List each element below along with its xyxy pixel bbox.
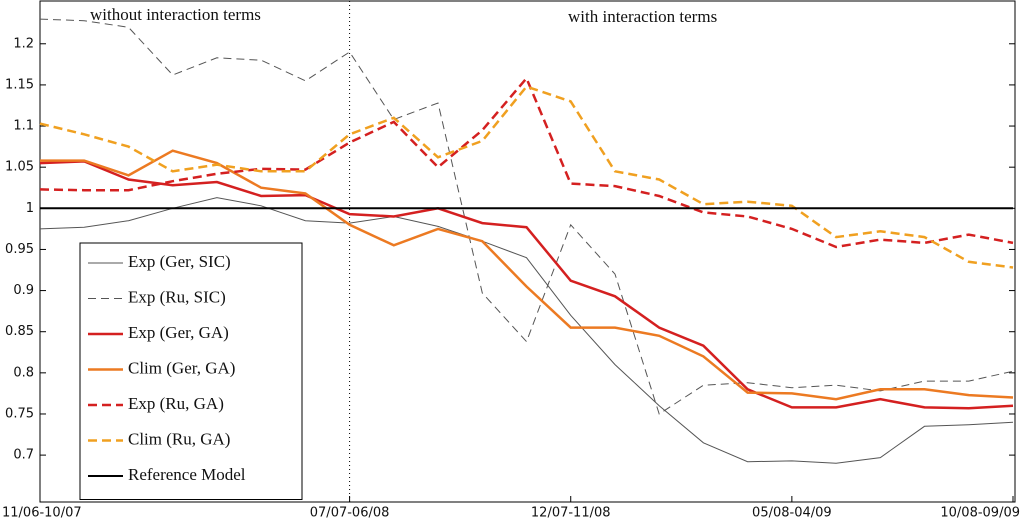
series-line <box>39 85 1014 269</box>
y-tick-label: 0.7 <box>13 448 34 463</box>
legend-label: Exp (Ger, GA) <box>128 323 229 342</box>
legend-label: Reference Model <box>128 465 246 484</box>
legend-box <box>79 242 303 500</box>
legend-label: Clim (Ru, GA) <box>128 429 230 448</box>
y-tick-label: 1.15 <box>5 77 34 92</box>
annotation: without interaction terms <box>90 5 261 24</box>
y-tick-label: 0.8 <box>13 365 34 380</box>
x-tick-label: 12/07-11/08 <box>531 506 611 521</box>
y-tick-label: 0.9 <box>13 283 34 298</box>
series-line <box>40 149 1014 401</box>
legend-label: Exp (Ger, SIC) <box>128 252 231 271</box>
y-tick-label: 0.85 <box>5 324 34 339</box>
y-tick-label: 1.2 <box>13 36 34 51</box>
y-tick-label: 0.95 <box>5 242 34 257</box>
series-line <box>39 160 1014 410</box>
x-tick-label: 11/06-10/07 <box>2 506 82 521</box>
series-line <box>39 197 1014 464</box>
y-tick-label: 1.1 <box>13 119 34 134</box>
x-tick-label: 05/08-04/09 <box>752 506 832 521</box>
y-tick-label: 0.75 <box>5 406 34 421</box>
legend-label: Exp (Ru, GA) <box>128 394 224 413</box>
legend-label: Clim (Ger, GA) <box>128 358 235 377</box>
x-tick-label: 07/07-06/08 <box>310 506 390 521</box>
y-tick-label: 1 <box>26 201 34 216</box>
plot-frame <box>39 0 1016 503</box>
y-tick-label: 1.05 <box>5 160 34 175</box>
x-tick-label: 10/08-09/09 <box>940 506 1020 521</box>
annotation: with interaction terms <box>568 7 717 26</box>
legend-label: Exp (Ru, SIC) <box>128 287 226 306</box>
series-line <box>39 18 1014 415</box>
series-line <box>39 75 1014 249</box>
